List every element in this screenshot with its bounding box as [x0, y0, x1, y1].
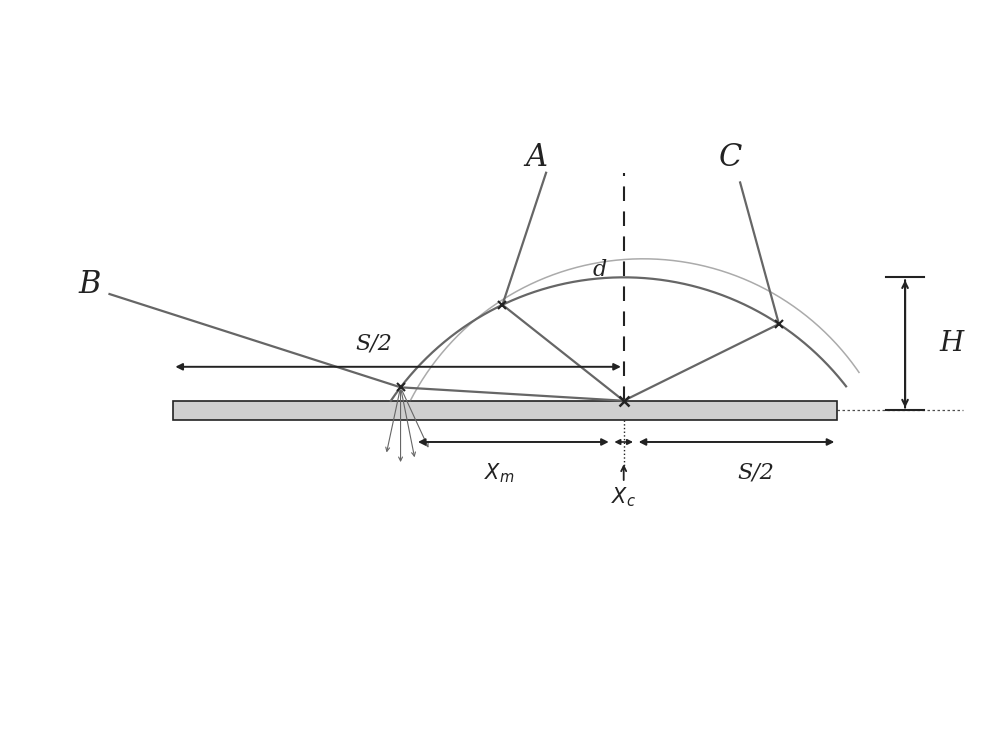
Text: d: d: [592, 259, 607, 281]
Text: S/2: S/2: [355, 333, 392, 355]
Text: B: B: [79, 269, 101, 300]
Text: C: C: [719, 142, 742, 172]
Text: $X_c$: $X_c$: [611, 466, 636, 509]
Bar: [173, 401, 837, 420]
Text: $X_m$: $X_m$: [484, 462, 514, 485]
Text: A: A: [525, 142, 547, 172]
Text: S/2: S/2: [737, 462, 774, 483]
Text: H: H: [939, 331, 963, 358]
